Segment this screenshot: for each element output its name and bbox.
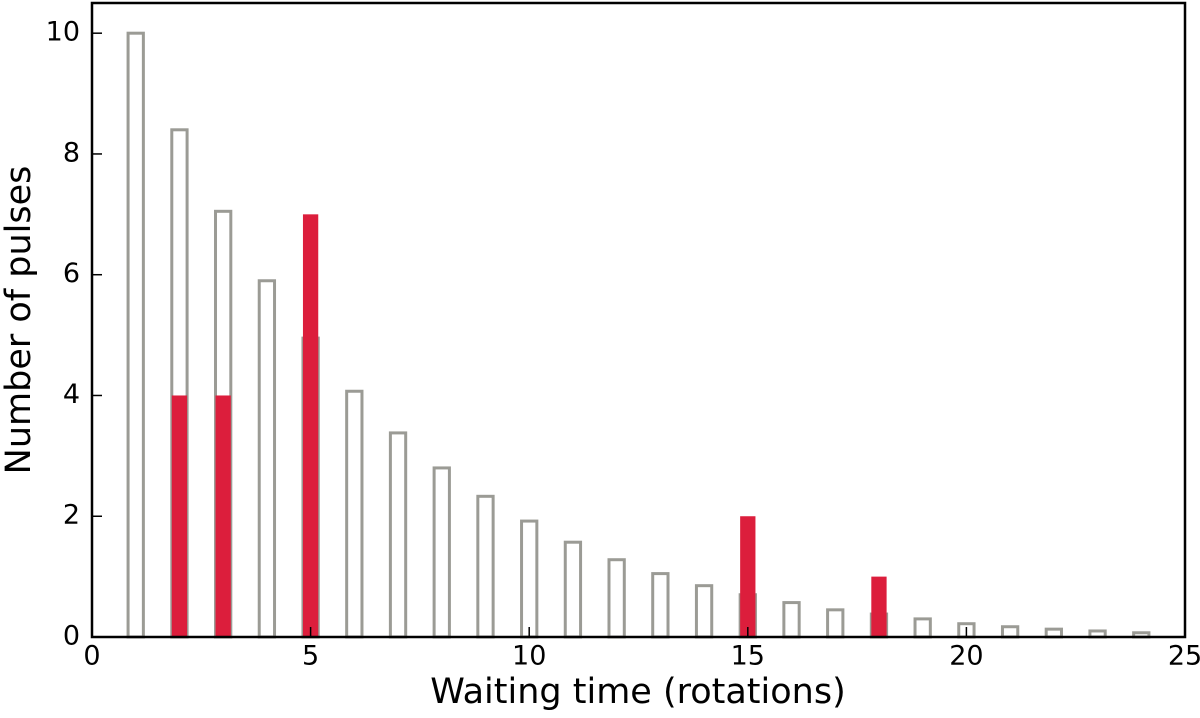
y-tick-label: 6 (63, 258, 80, 289)
plot-frame (90, 1, 1187, 639)
bar (302, 214, 319, 638)
bar (432, 466, 451, 639)
bar (913, 617, 932, 639)
x-axis-label: Waiting time (rotations) (430, 672, 846, 712)
x-tick-label: 15 (731, 641, 765, 672)
bar (171, 395, 188, 637)
bar (694, 584, 714, 639)
bar (520, 519, 539, 639)
y-tick-label: 2 (63, 500, 80, 531)
bar (782, 601, 801, 639)
bar (871, 576, 887, 637)
x-tick-label: 0 (83, 641, 100, 672)
y-tick-label: 8 (63, 137, 80, 168)
y-tick-label: 10 (46, 17, 80, 48)
bar (651, 572, 670, 639)
y-tick-label: 4 (63, 379, 80, 410)
bar (215, 395, 231, 637)
x-tick-label: 20 (949, 641, 983, 672)
bar (388, 431, 408, 639)
bar (257, 279, 277, 639)
bar (476, 494, 495, 639)
bar (126, 31, 145, 639)
x-tick-label: 25 (1168, 641, 1200, 672)
bar (345, 389, 364, 639)
bar (607, 558, 626, 639)
bar (826, 608, 845, 639)
bar (740, 516, 756, 637)
x-tick-label: 5 (302, 641, 319, 672)
bar (1000, 625, 1020, 639)
y-tick-label: 0 (63, 621, 80, 652)
x-tick-label: 10 (512, 641, 546, 672)
y-axis-label: Number of pulses (0, 166, 39, 475)
bar (563, 540, 583, 639)
